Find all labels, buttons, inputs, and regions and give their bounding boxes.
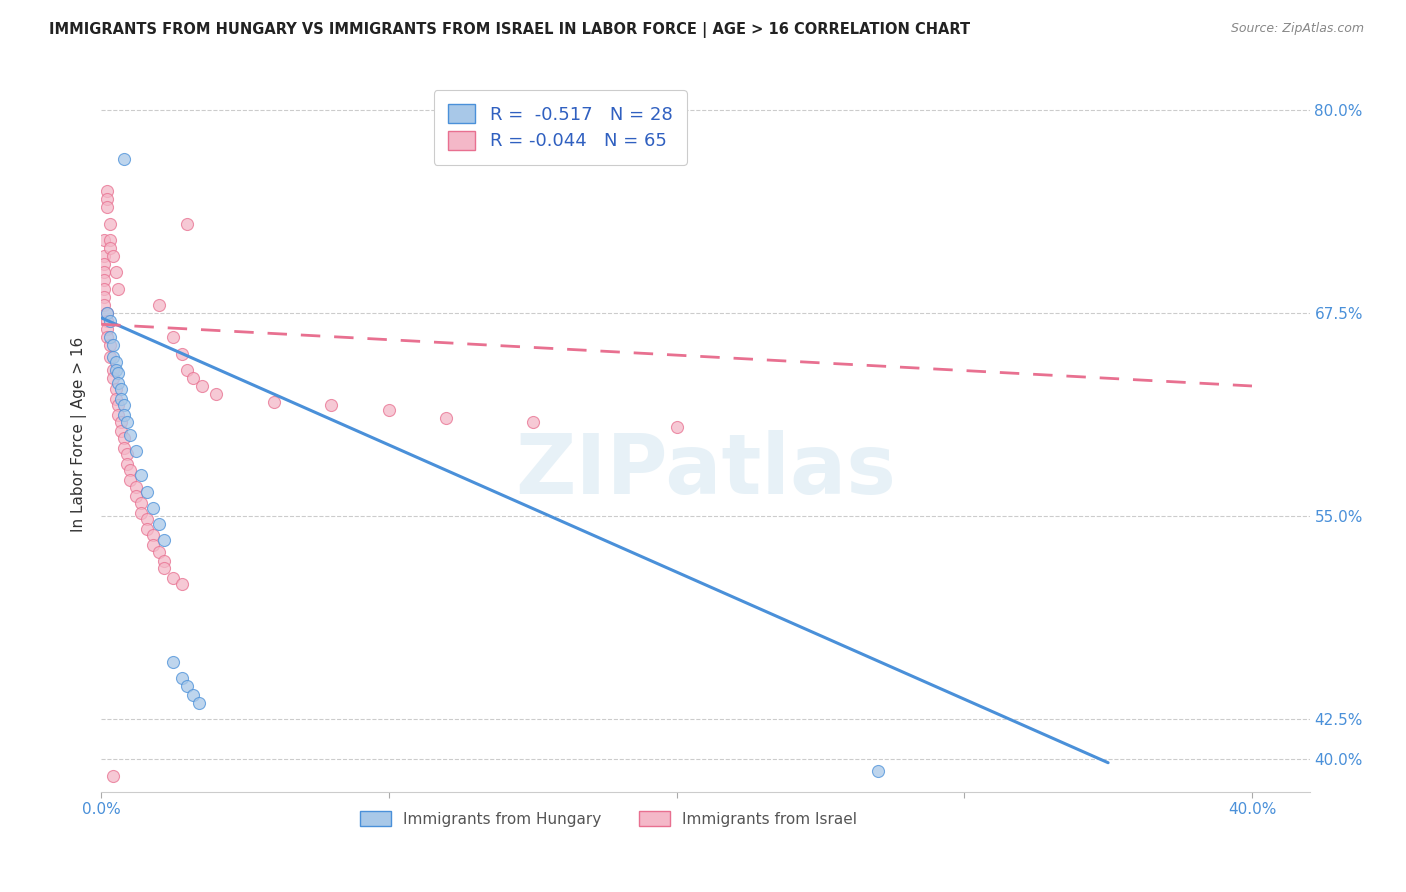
Point: [112, 431, 135, 445]
Point: [115, 415, 138, 429]
Point: [148, 544, 170, 558]
Point: [153, 533, 176, 548]
Point: [866, 764, 889, 778]
Point: [153, 561, 176, 575]
Point: [98, 314, 121, 328]
Point: [181, 371, 204, 385]
Point: [112, 408, 135, 422]
Point: [101, 363, 124, 377]
Point: [104, 392, 127, 406]
Point: [170, 671, 193, 685]
Point: [93, 249, 115, 263]
Point: [104, 382, 127, 396]
Point: [93, 233, 115, 247]
Point: [93, 265, 115, 279]
Point: [104, 265, 127, 279]
Point: [96, 306, 118, 320]
Point: [98, 217, 121, 231]
Point: [188, 696, 211, 710]
Point: [112, 399, 135, 413]
Point: [107, 281, 129, 295]
Point: [96, 322, 118, 336]
Point: [148, 516, 170, 531]
Point: [98, 241, 121, 255]
Point: [96, 330, 118, 344]
Point: [101, 769, 124, 783]
Text: IMMIGRANTS FROM HUNGARY VS IMMIGRANTS FROM ISRAEL IN LABOR FORCE | AGE > 16 CORR: IMMIGRANTS FROM HUNGARY VS IMMIGRANTS FR…: [49, 22, 970, 38]
Point: [162, 655, 184, 669]
Point: [110, 392, 132, 406]
Point: [170, 346, 193, 360]
Point: [112, 441, 135, 455]
Point: [93, 298, 115, 312]
Point: [104, 363, 127, 377]
Point: [115, 447, 138, 461]
Point: [101, 371, 124, 385]
Point: [107, 366, 129, 380]
Point: [136, 512, 159, 526]
Point: [136, 484, 159, 499]
Point: [136, 522, 159, 536]
Point: [107, 376, 129, 390]
Point: [104, 354, 127, 368]
Point: [263, 395, 285, 409]
Point: [142, 528, 165, 542]
Point: [118, 427, 141, 442]
Text: Source: ZipAtlas.com: Source: ZipAtlas.com: [1230, 22, 1364, 36]
Point: [93, 290, 115, 304]
Point: [665, 419, 688, 434]
Point: [181, 688, 204, 702]
Point: [191, 379, 214, 393]
Point: [176, 217, 198, 231]
Point: [131, 496, 153, 510]
Point: [98, 233, 121, 247]
Point: [170, 577, 193, 591]
Point: [124, 490, 146, 504]
Point: [131, 468, 153, 483]
Point: [205, 387, 228, 401]
Point: [110, 382, 132, 396]
Point: [176, 363, 198, 377]
Point: [522, 415, 544, 429]
Point: [98, 350, 121, 364]
Point: [153, 554, 176, 568]
Point: [131, 506, 153, 520]
Point: [118, 473, 141, 487]
Point: [124, 444, 146, 458]
Point: [434, 411, 457, 425]
Point: [321, 399, 343, 413]
Point: [93, 273, 115, 287]
Point: [93, 257, 115, 271]
Point: [101, 350, 124, 364]
Point: [142, 500, 165, 515]
Point: [93, 281, 115, 295]
Point: [112, 152, 135, 166]
Point: [107, 408, 129, 422]
Point: [96, 314, 118, 328]
Y-axis label: In Labor Force | Age > 16: In Labor Force | Age > 16: [72, 337, 87, 533]
Point: [98, 338, 121, 352]
Point: [176, 680, 198, 694]
Point: [96, 306, 118, 320]
Point: [98, 330, 121, 344]
Legend: Immigrants from Hungary, Immigrants from Israel: Immigrants from Hungary, Immigrants from…: [353, 803, 865, 834]
Point: [110, 425, 132, 439]
Point: [142, 538, 165, 552]
Point: [96, 200, 118, 214]
Point: [101, 338, 124, 352]
Point: [96, 184, 118, 198]
Point: [148, 298, 170, 312]
Point: [101, 249, 124, 263]
Point: [115, 457, 138, 471]
Point: [107, 399, 129, 413]
Point: [110, 415, 132, 429]
Point: [96, 192, 118, 206]
Point: [118, 463, 141, 477]
Point: [124, 480, 146, 494]
Point: [378, 403, 401, 417]
Point: [162, 330, 184, 344]
Text: ZIPatlas: ZIPatlas: [515, 430, 896, 511]
Point: [162, 571, 184, 585]
